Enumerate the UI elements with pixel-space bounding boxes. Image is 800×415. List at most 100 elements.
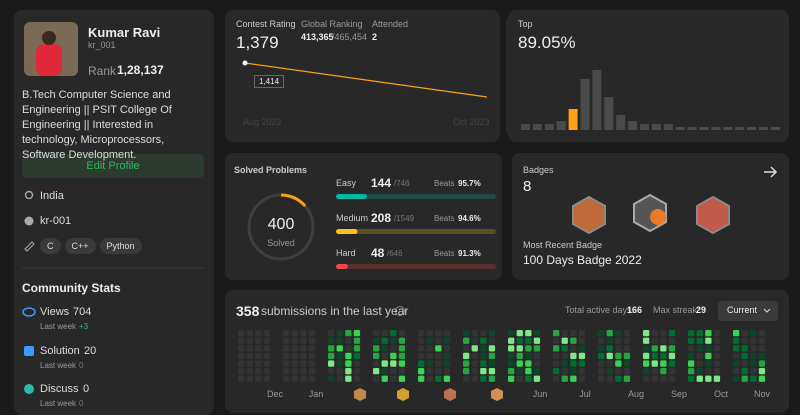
heat-cell bbox=[533, 352, 541, 360]
heat-cell bbox=[750, 337, 757, 344]
heat-cell bbox=[713, 360, 721, 367]
histogram-bar bbox=[556, 121, 566, 130]
heat-cell bbox=[291, 330, 298, 337]
heat-cell bbox=[713, 330, 721, 337]
heat-cell bbox=[758, 337, 766, 344]
heat-cell bbox=[643, 337, 650, 344]
month-badges bbox=[354, 388, 503, 401]
ring-progress bbox=[247, 193, 315, 261]
heat-cell bbox=[471, 375, 478, 382]
heat-cell bbox=[398, 375, 406, 382]
heat-cell bbox=[525, 375, 532, 382]
histogram-bar bbox=[616, 115, 626, 130]
heat-cell bbox=[525, 368, 532, 375]
heat-cell bbox=[463, 337, 470, 344]
heat-cell bbox=[488, 368, 496, 375]
heat-cell bbox=[688, 368, 695, 375]
heat-cell bbox=[255, 375, 262, 382]
heat-cell bbox=[238, 360, 245, 367]
heat-cell bbox=[263, 368, 271, 375]
heatmap bbox=[238, 330, 766, 382]
heat-cell bbox=[623, 352, 631, 360]
heat-cell bbox=[435, 330, 442, 337]
heat-cell bbox=[463, 352, 470, 360]
heat-cell bbox=[508, 330, 515, 337]
heat-cell bbox=[668, 330, 676, 337]
heat-cell bbox=[758, 375, 766, 382]
histogram-bar bbox=[651, 124, 661, 130]
heat-cell bbox=[373, 330, 380, 337]
rank-label: Rank bbox=[88, 64, 117, 78]
heat-cell bbox=[553, 330, 560, 337]
heat-cell bbox=[336, 368, 343, 375]
heat-cell bbox=[390, 330, 397, 337]
heat-cell bbox=[435, 368, 442, 375]
heat-cell bbox=[741, 345, 748, 352]
heat-cell bbox=[713, 337, 721, 344]
level-total: /746 bbox=[394, 179, 410, 188]
heat-cell bbox=[643, 360, 650, 367]
tooltip: 1,414 bbox=[254, 75, 285, 88]
heat-cell bbox=[381, 368, 388, 375]
heat-cell bbox=[283, 360, 290, 367]
badges-arrow[interactable] bbox=[764, 166, 778, 178]
month-badge bbox=[354, 388, 366, 401]
heat-cell bbox=[561, 330, 568, 337]
heat-cell bbox=[328, 337, 335, 344]
heat-cell bbox=[758, 330, 766, 337]
attended-label: Attended bbox=[372, 19, 409, 29]
heat-cell bbox=[255, 345, 262, 352]
heat-cell bbox=[471, 337, 478, 344]
username: kr_001 bbox=[88, 40, 116, 50]
month-label: Jan bbox=[308, 389, 324, 399]
sub-count: 358 bbox=[236, 303, 260, 319]
histogram-bar bbox=[592, 70, 602, 130]
heat-cell bbox=[741, 375, 748, 382]
heat-cell bbox=[758, 352, 766, 360]
histogram-bar bbox=[663, 124, 673, 130]
histogram-bar bbox=[604, 97, 614, 130]
beats: 95.7% bbox=[458, 179, 481, 188]
month-badge bbox=[444, 388, 456, 401]
heat-cell bbox=[615, 375, 622, 382]
heat-cell bbox=[741, 352, 748, 360]
heat-cell bbox=[533, 375, 541, 382]
heat-cell bbox=[615, 352, 622, 360]
views-icon bbox=[22, 307, 36, 317]
heat-cell bbox=[598, 375, 605, 382]
heat-cell bbox=[750, 368, 757, 375]
dropdown[interactable]: Current bbox=[727, 305, 758, 315]
heat-cell bbox=[623, 330, 631, 337]
heat-cell bbox=[643, 330, 650, 337]
level-bar-bg bbox=[336, 194, 496, 199]
heat-cell bbox=[443, 337, 451, 344]
heat-cell bbox=[488, 337, 496, 344]
dropdown-bg[interactable] bbox=[718, 301, 778, 321]
heat-cell bbox=[426, 368, 433, 375]
heat-cell bbox=[443, 352, 451, 360]
heat-cell bbox=[328, 345, 335, 352]
heat-cell bbox=[561, 375, 568, 382]
heat-cell bbox=[480, 352, 487, 360]
attended: 2 bbox=[372, 32, 378, 42]
heat-cell bbox=[328, 352, 335, 360]
heat-cell bbox=[516, 337, 523, 344]
edit-button-bg[interactable] bbox=[22, 154, 204, 178]
heat-cell bbox=[443, 360, 451, 367]
heat-cell bbox=[345, 330, 352, 337]
heat-cell bbox=[390, 345, 397, 352]
heat-cell bbox=[345, 352, 352, 360]
heat-cell bbox=[561, 337, 568, 344]
heat-cell bbox=[508, 368, 515, 375]
heat-cell bbox=[328, 375, 335, 382]
heat-cell bbox=[623, 368, 631, 375]
heat-cell bbox=[733, 345, 740, 352]
profile-card bbox=[14, 10, 214, 415]
heat-cell bbox=[553, 352, 560, 360]
heat-cell bbox=[733, 360, 740, 367]
heat-cell bbox=[336, 345, 343, 352]
top-card bbox=[508, 10, 789, 142]
edit-button[interactable]: Edit Profile bbox=[86, 160, 140, 172]
active: 166 bbox=[627, 305, 643, 315]
